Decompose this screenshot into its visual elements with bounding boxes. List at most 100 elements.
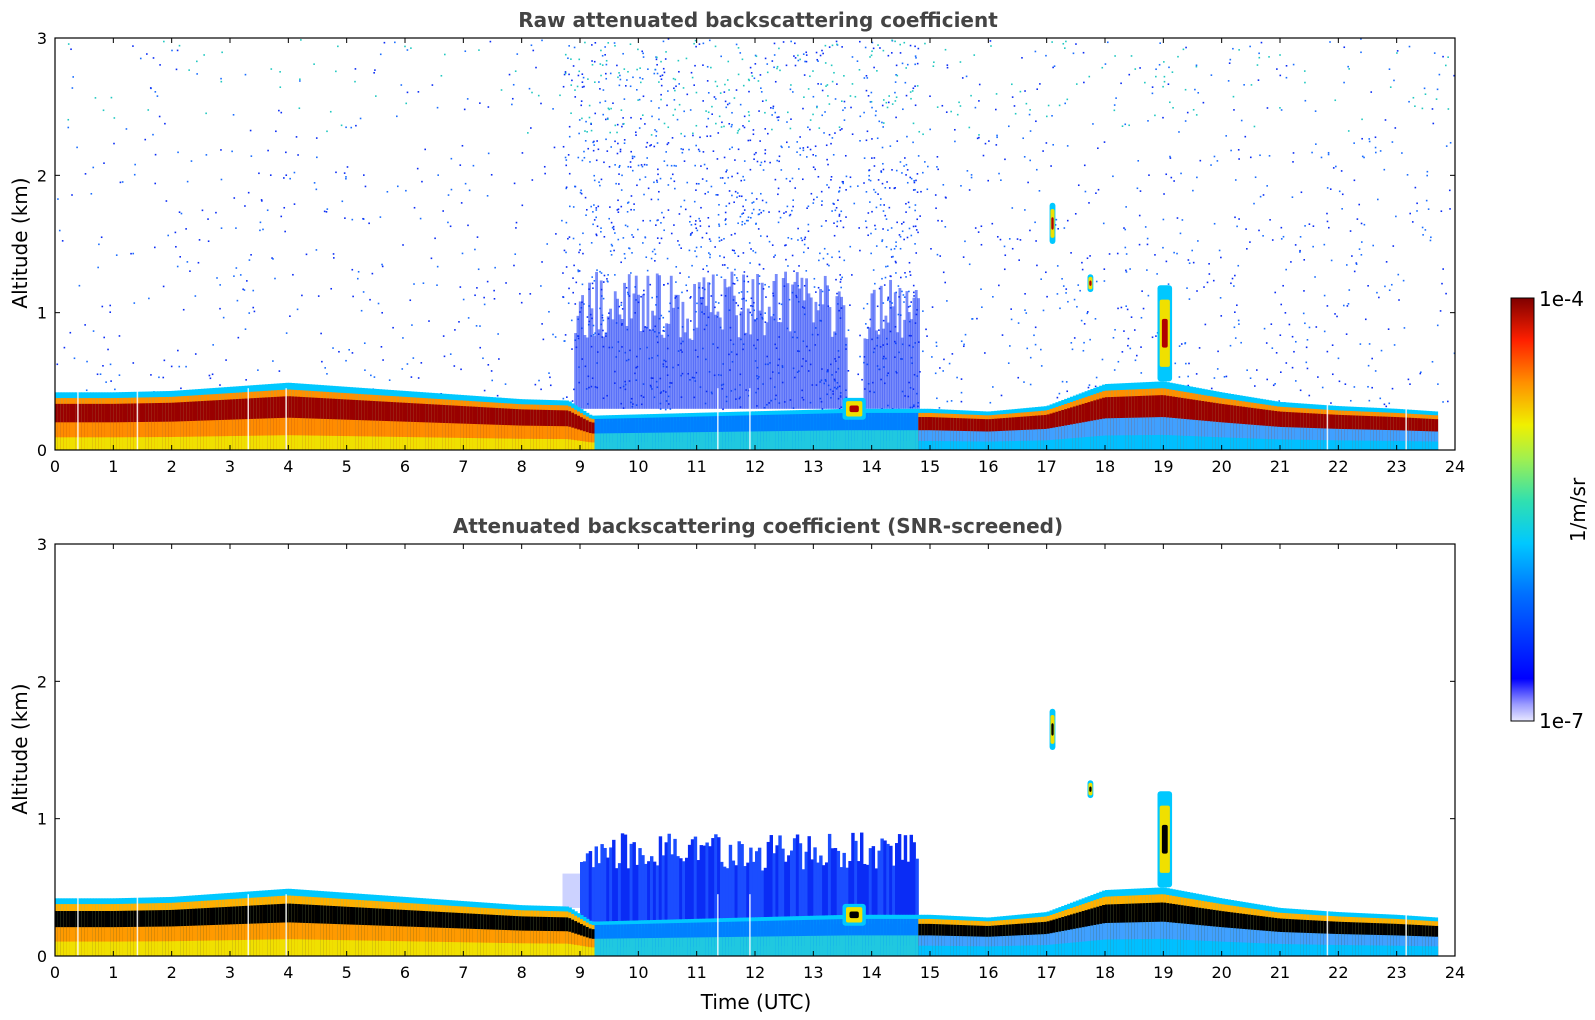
y-tick-label: 3: [37, 29, 47, 48]
x-tick-label: 21: [1270, 963, 1290, 982]
screened-heatmap-area: [55, 544, 1455, 956]
x-tick-label: 6: [400, 963, 410, 982]
data-gap: [749, 894, 751, 956]
y-tick-label: 0: [37, 947, 47, 966]
data-gap: [247, 894, 249, 956]
x-tick-label: 24: [1445, 457, 1465, 476]
data-gap: [1405, 894, 1407, 956]
x-tick-label: 2: [167, 457, 177, 476]
x-tick-label: 1: [108, 963, 118, 982]
x-tick-label: 14: [861, 457, 881, 476]
data-gap: [136, 388, 139, 450]
raw-backscatter-panel: Raw attenuated backscattering coefficien…: [8, 8, 1465, 476]
data-gap: [285, 894, 287, 956]
daytime-noise-region: [56, 38, 1455, 411]
y-tick-label: 0: [37, 441, 47, 460]
daytime-signal-region: [562, 832, 919, 922]
x-tick-label: 21: [1270, 457, 1290, 476]
x-tick-label: 13: [803, 457, 823, 476]
x-tick-label: 14: [861, 963, 881, 982]
cloud: [842, 397, 866, 420]
cloud: [1049, 708, 1056, 750]
x-tick-label: 23: [1386, 457, 1406, 476]
data-gap: [247, 388, 249, 450]
x-tick-label: 17: [1036, 963, 1056, 982]
x-tick-label: 18: [1095, 457, 1115, 476]
data-gap: [717, 894, 719, 956]
data-gap: [136, 894, 139, 956]
y-tick-label: 2: [37, 672, 47, 691]
x-tick-label: 10: [628, 963, 648, 982]
x-tick-label: 10: [628, 457, 648, 476]
x-tick-label: 6: [400, 457, 410, 476]
x-tick-label: 23: [1386, 963, 1406, 982]
colorbar-gradient: [1510, 297, 1535, 722]
x-tick-label: 4: [283, 457, 293, 476]
x-tick-label: 3: [225, 457, 235, 476]
x-tick-label: 11: [686, 457, 706, 476]
data-gap: [1326, 894, 1329, 956]
x-tick-label: 16: [978, 963, 998, 982]
x-tick-label: 3: [225, 963, 235, 982]
x-tick-label: 8: [517, 457, 527, 476]
x-tick-label: 8: [517, 963, 527, 982]
x-tick-label: 15: [920, 457, 940, 476]
x-tick-label: 22: [1328, 457, 1348, 476]
x-tick-label: 1: [108, 457, 118, 476]
x-tick-label: 5: [342, 963, 352, 982]
x-tick-label: 17: [1036, 457, 1056, 476]
raw-y-axis-label: Altitude (km): [8, 177, 32, 308]
raw-panel-title: Raw attenuated backscattering coefficien…: [518, 8, 998, 32]
x-tick-label: 2: [167, 963, 177, 982]
colorbar-min-label: 1e-7: [1539, 709, 1584, 733]
cloud: [1049, 202, 1056, 244]
x-tick-label: 12: [745, 457, 765, 476]
x-tick-label: 4: [283, 963, 293, 982]
cloud: [1157, 791, 1173, 888]
x-tick-label: 7: [458, 963, 468, 982]
screened-y-axis-label: Altitude (km): [8, 683, 32, 814]
y-tick-label: 1: [37, 810, 47, 829]
x-tick-label: 20: [1211, 963, 1231, 982]
x-tick-label: 5: [342, 457, 352, 476]
aerosol-boundary-layer: [55, 887, 1439, 956]
cloud: [842, 903, 866, 926]
cloud: [1157, 285, 1173, 382]
data-gap: [1405, 388, 1407, 450]
x-tick-label: 9: [575, 457, 585, 476]
y-tick-label: 1: [37, 304, 47, 323]
colorbar: 1e-4 1e-7 1/m/sr: [1510, 287, 1590, 733]
colorbar-max-label: 1e-4: [1539, 287, 1584, 311]
screened-axes: 0 1 2 3 4 5 6 7 8 9 10 11 12 13 14 15 16 17 18 19 20 21 22 23 24…: [37, 535, 1465, 982]
x-axis-label: Time (UTC): [700, 990, 812, 1014]
aerosol-boundary-layer: [55, 381, 1439, 450]
x-tick-label: 12: [745, 963, 765, 982]
data-gap: [285, 388, 287, 450]
data-gap: [749, 388, 751, 450]
x-tick-label: 7: [458, 457, 468, 476]
raw-axes: 0 1 2 3 4 5 6 7 8 9 10 11 12 13 14 15 16 17 18 19 20 21 22 23 24…: [37, 29, 1465, 476]
x-tick-label: 0: [50, 457, 60, 476]
screened-backscatter-panel: Attenuated backscattering coefficient (S…: [8, 514, 1465, 1014]
data-gap: [717, 388, 719, 450]
x-tick-label: 19: [1153, 457, 1173, 476]
y-tick-label: 2: [37, 166, 47, 185]
raw-heatmap-area: [55, 38, 1455, 450]
data-gap: [77, 388, 79, 450]
x-tick-label: 16: [978, 457, 998, 476]
x-tick-label: 18: [1095, 963, 1115, 982]
x-tick-label: 9: [575, 963, 585, 982]
data-gap: [77, 894, 79, 956]
x-tick-label: 13: [803, 963, 823, 982]
x-tick-label: 20: [1211, 457, 1231, 476]
cloud: [1087, 780, 1094, 799]
colorbar-unit-label: 1/m/sr: [1566, 477, 1590, 542]
y-tick-label: 3: [37, 535, 47, 554]
x-tick-label: 15: [920, 963, 940, 982]
data-gap: [1326, 388, 1329, 450]
x-tick-label: 22: [1328, 963, 1348, 982]
x-tick-label: 24: [1445, 963, 1465, 982]
x-tick-label: 19: [1153, 963, 1173, 982]
x-tick-label: 11: [686, 963, 706, 982]
